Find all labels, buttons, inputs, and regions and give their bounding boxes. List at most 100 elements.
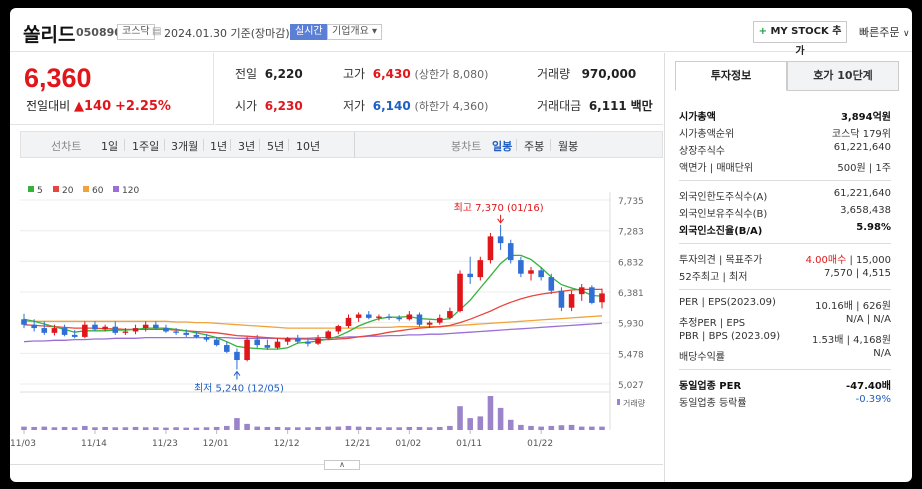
candle-body xyxy=(305,341,311,344)
candle-body xyxy=(51,328,58,333)
volume-bar xyxy=(163,427,169,430)
chevron-up-icon[interactable]: ∧ xyxy=(324,460,360,470)
candle-body xyxy=(497,236,504,244)
candle-body xyxy=(345,317,352,327)
candle-body xyxy=(224,345,230,352)
candle-body xyxy=(41,328,48,333)
y-axis: 7,735 7,283 6,832 6,381 5,930 5,478 5,027 xyxy=(618,197,644,391)
volume: 거래량 970,000 xyxy=(537,67,637,81)
volume-bar xyxy=(92,427,98,430)
period-3y[interactable]: 3년 xyxy=(238,140,256,153)
x-tick-label: 11/14 xyxy=(81,439,107,449)
quote-date: 2024.01.30 기준(장마감) xyxy=(164,27,290,40)
info-row: 추정PER | EPS N/A | N/A xyxy=(679,314,891,330)
candle-body xyxy=(325,331,331,339)
candle-body xyxy=(406,314,413,320)
tab-order-book[interactable]: 호가 10단계 xyxy=(787,61,899,91)
price-change: 전일대비 ▲140 +2.25% xyxy=(26,99,171,114)
volume-bar xyxy=(507,419,514,430)
low-annotation: 최저 5,240 (12/05) xyxy=(194,383,284,395)
volume-bar xyxy=(112,427,119,430)
info-value: -0.39% xyxy=(855,394,891,405)
x-tick-label: 12/12 xyxy=(274,439,300,449)
stock-name[interactable]: 쏠리드 xyxy=(23,24,76,46)
info-value: 코스닥 179위 xyxy=(831,129,891,140)
my-stock-add-button[interactable]: + MY STOCK 추가 xyxy=(753,21,847,57)
x-tick-label: 12/01 xyxy=(203,439,229,449)
legend-swatch-5 xyxy=(28,186,34,192)
info-row: 외국인보유주식수(B) 3,658,438 xyxy=(679,205,891,221)
candle-body xyxy=(142,324,149,329)
up-arrow-icon: ▲ xyxy=(74,99,84,114)
info-label: 52주최고 | 최저 xyxy=(679,272,748,283)
period-10y[interactable]: 10년 xyxy=(296,140,321,153)
candle-chart-label[interactable]: 봉차트 xyxy=(451,140,482,153)
chart-gridlines xyxy=(20,192,611,430)
period-monthly[interactable]: 월봉 xyxy=(558,140,579,153)
volume-bar xyxy=(284,427,291,430)
chart-annotations: 최고 7,370 (01/16) 최저 5,240 (12/05) xyxy=(194,202,544,395)
info-label: 동일업종 PER xyxy=(679,381,742,392)
info-value: 1.53배 | 4,168원 xyxy=(811,335,891,346)
info-row: 액면가 | 매매단위 500원 | 1주 xyxy=(679,159,891,175)
legend-label-120: 120 xyxy=(122,186,139,196)
info-row: 상장주식수 61,221,640 xyxy=(679,142,891,158)
tab-investment-info[interactable]: 투자정보 xyxy=(675,61,787,91)
period-3m[interactable]: 3개월 xyxy=(171,140,199,153)
ma5-line xyxy=(23,254,603,350)
line-chart-label[interactable]: 선차트 xyxy=(51,140,82,153)
volume-bar xyxy=(173,427,179,430)
change-percent: +2.25% xyxy=(114,99,171,114)
y-tick-label: 7,283 xyxy=(618,228,644,238)
volume-bar xyxy=(365,426,372,430)
candle-body xyxy=(315,338,321,344)
candle-body xyxy=(163,328,169,332)
x-tick-label: 01/11 xyxy=(456,439,482,449)
info-value: 500원 | 1주 xyxy=(837,163,891,174)
period-5y[interactable]: 5년 xyxy=(267,140,285,153)
candlesticks xyxy=(21,224,605,370)
volume-bar xyxy=(295,427,301,430)
period-1y[interactable]: 1년 xyxy=(210,140,228,153)
info-label: 상장주식수 xyxy=(679,146,725,157)
volume-bar xyxy=(426,427,433,430)
info-row: 외국인소진율(B/A) 5.98% xyxy=(679,222,891,238)
period-1w[interactable]: 1주일 xyxy=(132,140,160,153)
period-1d[interactable]: 1일 xyxy=(101,140,119,153)
info-label: 액면가 | 매매단위 xyxy=(679,163,754,174)
volume-bar xyxy=(528,425,534,430)
candle-body xyxy=(193,334,200,337)
volume-bar xyxy=(578,426,585,430)
price-chart[interactable]: 5 20 60 120 7,735 7,283 6,832 6,381 5,930 5,478 5… xyxy=(10,168,663,468)
volume-bar xyxy=(376,427,382,430)
quote-table: 전일 6,220 고가 6,430 (상한가 8,080) 거래량 970,00… xyxy=(215,53,663,125)
volume-bar xyxy=(41,426,48,430)
candle-body xyxy=(21,319,27,325)
period-weekly[interactable]: 주봉 xyxy=(524,140,545,153)
volume-bar xyxy=(203,427,210,430)
volume-bar xyxy=(568,424,575,430)
info-value: 5.98% xyxy=(856,222,891,233)
candle-body xyxy=(295,338,301,342)
volume-bar xyxy=(558,425,565,430)
market-badge: 코스닥 xyxy=(117,24,155,40)
volume-bar xyxy=(142,427,149,430)
info-label: 외국인소진율(B/A) xyxy=(679,226,763,237)
volume-bar xyxy=(548,425,555,430)
volume-bar xyxy=(61,426,68,430)
volume-bar xyxy=(183,427,190,430)
candle-body xyxy=(61,328,68,335)
company-overview-dropdown[interactable]: 기업개요 ▾ xyxy=(327,24,383,40)
realtime-button[interactable]: 실시간 xyxy=(290,24,328,40)
period-daily[interactable]: 일봉 xyxy=(492,140,513,153)
volume-bar xyxy=(406,426,413,430)
candle-body xyxy=(173,331,179,333)
volume-bars: 거래량 xyxy=(21,396,646,430)
volume-bar xyxy=(386,427,392,430)
volume-bar xyxy=(436,426,443,430)
ma20-line xyxy=(23,288,602,341)
volume-bar xyxy=(244,423,250,430)
info-label: 추정PER | EPS xyxy=(679,318,746,329)
quick-order-button[interactable]: 빠른주문 ∨ xyxy=(859,26,910,39)
candle-body xyxy=(132,328,139,332)
